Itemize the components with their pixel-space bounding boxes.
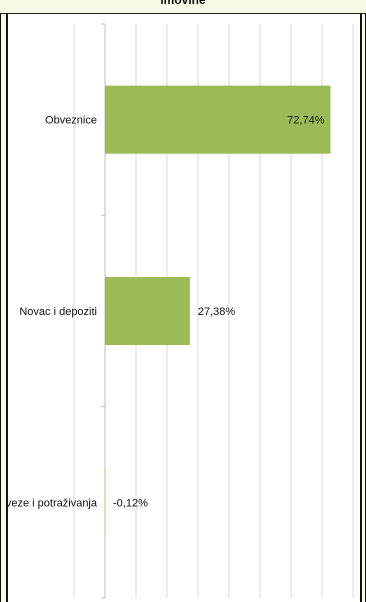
data-label: 72,74% [287, 115, 325, 127]
category-label: Obveznice [45, 115, 97, 127]
left-border [0, 0, 6, 602]
bar-chart: Obveznice Novac i depoziti Obveze i potraž… [0, 23, 354, 599]
bar-2 [105, 277, 190, 345]
chart-frame: Obveznice Novac i depoziti Obveze i potraž… [0, 14, 362, 602]
data-label: 27,38% [198, 306, 236, 318]
bar-1 [105, 85, 331, 154]
category-label: Novac i depoziti [19, 306, 97, 318]
category-axis [101, 23, 106, 599]
category-label: Obveze i potraživanja [8, 497, 98, 509]
data-label: -0,12% [113, 497, 148, 509]
bars [104, 85, 331, 537]
right-border [362, 0, 366, 602]
data-labels: 72,74% 27,38% -0,12% [113, 115, 325, 510]
bar-3 [104, 468, 106, 537]
chart-title: imovine [160, 0, 206, 7]
category-labels: Obveznice Novac i depoziti Obveze i potraž… [0, 115, 98, 510]
title-band: imovine [0, 0, 366, 14]
